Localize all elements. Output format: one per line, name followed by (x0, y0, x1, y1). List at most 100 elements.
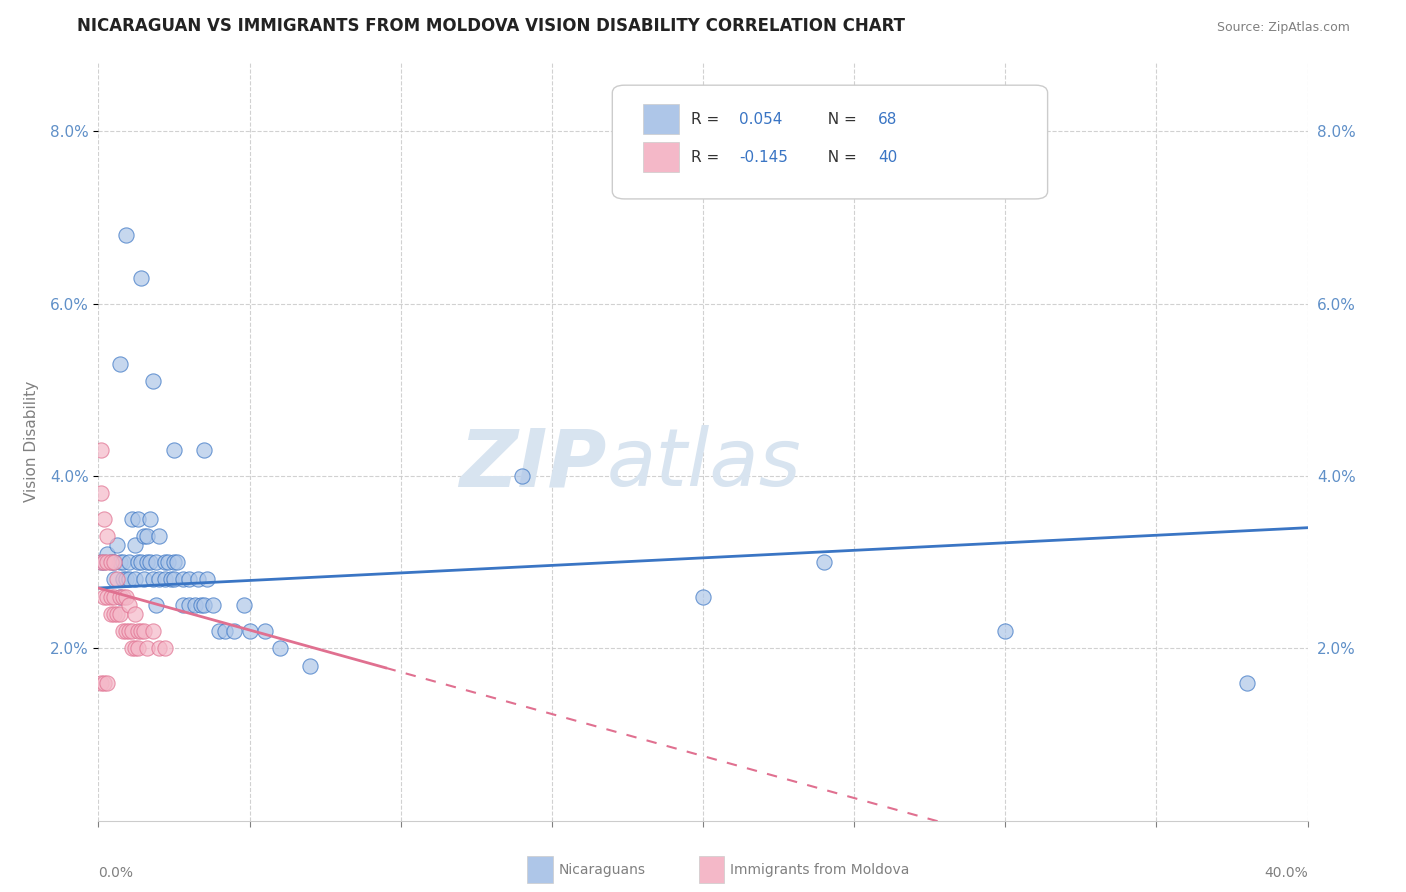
Point (108, 357, 131, 371)
Point (114, 624, 136, 639)
Text: 0.054: 0.054 (740, 112, 783, 127)
Point (93, 555, 115, 569)
Point (111, 624, 134, 639)
Text: atlas: atlas (606, 425, 801, 503)
Point (129, 270, 152, 285)
FancyBboxPatch shape (613, 85, 1047, 199)
Point (108, 555, 131, 569)
Point (103, 607, 125, 621)
Point (100, 555, 122, 569)
Point (224, 624, 246, 639)
Point (179, 573, 201, 587)
Point (111, 555, 134, 569)
Point (118, 573, 141, 587)
Point (132, 573, 155, 587)
Point (135, 641, 157, 656)
Point (90, 675, 112, 690)
Text: N =: N = (818, 150, 862, 165)
Point (129, 555, 152, 569)
Point (100, 590, 122, 604)
Point (202, 599, 225, 613)
Point (195, 573, 218, 587)
Point (184, 599, 207, 613)
Point (108, 590, 131, 604)
Point (124, 607, 146, 621)
Text: 40.0%: 40.0% (1264, 866, 1308, 880)
Point (96, 590, 118, 604)
Point (96, 529, 118, 543)
Point (153, 573, 176, 587)
Point (153, 641, 176, 656)
Point (172, 573, 194, 587)
Point (114, 227, 136, 242)
Point (145, 555, 167, 569)
FancyBboxPatch shape (643, 104, 679, 135)
Point (111, 590, 134, 604)
Point (179, 599, 201, 613)
Point (105, 538, 128, 552)
Point (139, 512, 162, 526)
Point (187, 573, 209, 587)
Point (96, 555, 118, 569)
Point (121, 641, 143, 656)
Point (208, 624, 231, 639)
Point (124, 573, 146, 587)
Point (148, 641, 170, 656)
Point (148, 573, 170, 587)
Point (139, 555, 162, 569)
Point (127, 555, 149, 569)
Point (166, 555, 188, 569)
Point (214, 624, 236, 639)
Point (129, 624, 152, 639)
Text: 0.0%: 0.0% (98, 866, 134, 880)
Text: N =: N = (818, 112, 862, 127)
Point (93, 675, 115, 690)
Point (121, 512, 143, 526)
Point (142, 374, 165, 388)
Point (127, 512, 149, 526)
Point (145, 599, 167, 613)
Point (153, 555, 176, 569)
Point (121, 624, 143, 639)
Text: 68: 68 (879, 112, 897, 127)
Point (132, 624, 155, 639)
Point (90, 486, 112, 500)
Text: NICARAGUAN VS IMMIGRANTS FROM MOLDOVA VISION DISABILITY CORRELATION CHART: NICARAGUAN VS IMMIGRANTS FROM MOLDOVA VI… (77, 17, 905, 35)
Point (172, 599, 194, 613)
Point (163, 573, 186, 587)
Point (118, 599, 141, 613)
Point (124, 641, 146, 656)
Point (163, 555, 186, 569)
Point (108, 607, 131, 621)
Point (103, 555, 125, 569)
Point (114, 590, 136, 604)
Point (105, 573, 128, 587)
Point (1236, 675, 1258, 690)
Point (93, 555, 115, 569)
Y-axis label: Vision Disability: Vision Disability (24, 381, 39, 502)
Point (232, 599, 254, 613)
Point (142, 573, 165, 587)
Point (118, 624, 141, 639)
Point (93, 590, 115, 604)
Point (90, 555, 112, 569)
Point (193, 443, 215, 458)
Point (994, 624, 1017, 639)
Point (108, 590, 131, 604)
Point (93, 512, 115, 526)
Point (103, 555, 125, 569)
Point (142, 624, 165, 639)
Point (813, 555, 835, 569)
Point (100, 555, 122, 569)
Point (135, 529, 157, 543)
Point (124, 538, 146, 552)
Point (127, 641, 149, 656)
Point (111, 573, 134, 587)
Point (103, 573, 125, 587)
Point (160, 573, 183, 587)
FancyBboxPatch shape (643, 142, 679, 172)
Text: Immigrants from Moldova: Immigrants from Moldova (730, 863, 910, 877)
Point (190, 599, 212, 613)
Point (269, 641, 291, 656)
Text: Nicaraguans: Nicaraguans (558, 863, 645, 877)
